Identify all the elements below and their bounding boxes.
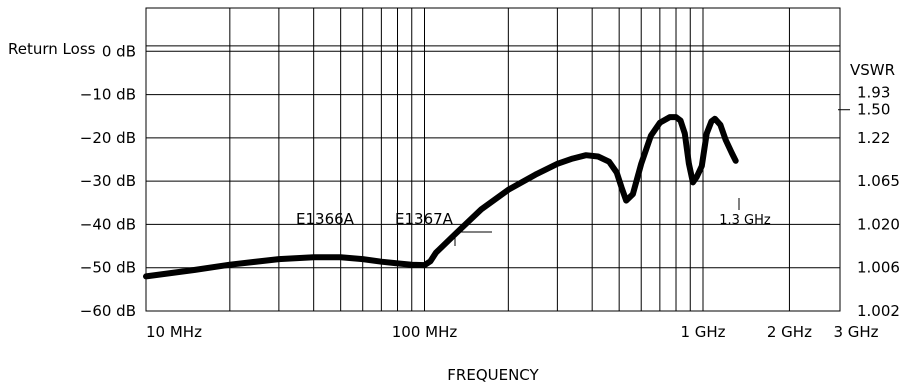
series [143, 114, 739, 280]
y2-tick-label: 1.93 [857, 83, 890, 101]
y-tick-label: −60 dB [80, 302, 136, 320]
x-tick-label: 3 GHz [833, 323, 878, 341]
series-line [143, 114, 739, 280]
y-tick-label: −30 dB [80, 172, 136, 190]
x-tick-labels: 10 MHz 100 MHz 1 GHz 2 GHz 3 GHz [146, 323, 879, 341]
y2-tick-label: 1.22 [857, 129, 890, 147]
y-tick-label: −50 dB [80, 259, 136, 277]
y2-tick-label: 1.006 [857, 259, 900, 277]
x-tick-label: 10 MHz [146, 323, 202, 341]
x-tick-label: 1 GHz [680, 323, 725, 341]
annotation-e1366a: E1366A [296, 210, 355, 228]
y-tick-label: −20 dB [80, 129, 136, 147]
annotation-1-3ghz: 1.3 GHz [719, 213, 771, 228]
y-tick-label: −10 dB [80, 86, 136, 104]
y-tick-labels: 0 dB −10 dB −20 dB −30 dB −40 dB −50 dB −60 dB [80, 42, 136, 320]
y2-tick-label: 1.020 [857, 215, 900, 233]
y-tick-label: −40 dB [80, 215, 136, 233]
y-axis-title: Return Loss [8, 40, 96, 58]
y2-tick-label: 1.50 [857, 101, 890, 119]
y2-axis-title: VSWR [850, 61, 895, 79]
y-tick-label: 0 dB [102, 42, 136, 60]
annotations: E1366A E1367A 1.3 GHz [296, 198, 771, 246]
plot-frame [145, 7, 841, 312]
y2-tick-labels: 1.931.50 1.22 1.065 1.020 1.006 1.002 [838, 83, 900, 320]
x-tick-label: 100 MHz [392, 323, 458, 341]
y2-tick-label: 1.002 [857, 302, 900, 320]
x-tick-label: 2 GHz [767, 323, 812, 341]
y2-tick-label: 1.065 [857, 172, 900, 190]
annotation-e1367a: E1367A [395, 210, 454, 228]
x-axis-title: FREQUENCY [447, 366, 539, 384]
